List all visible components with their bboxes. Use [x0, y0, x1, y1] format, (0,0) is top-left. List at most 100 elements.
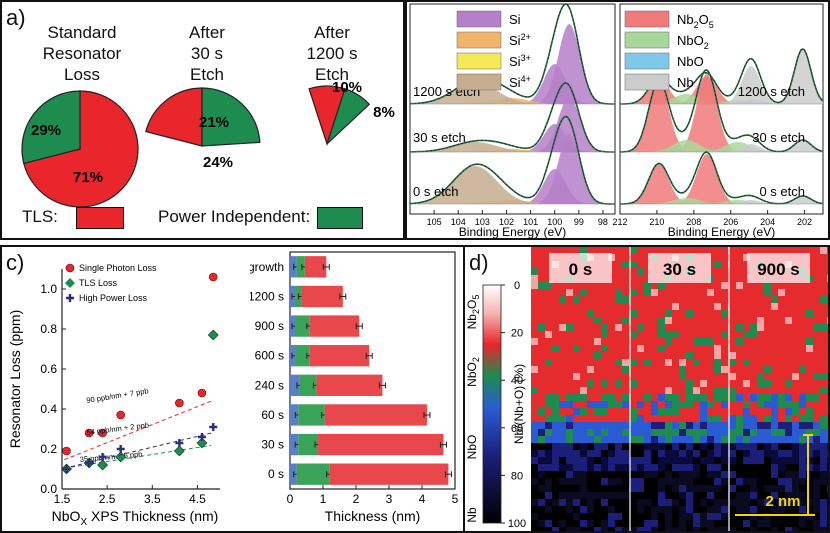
heatmap-cell	[771, 415, 779, 423]
heatmap-cell	[679, 471, 687, 479]
heatmap-cell	[608, 436, 616, 444]
pie-label-tls: 71%	[73, 169, 103, 186]
heatmap-cell	[601, 415, 609, 423]
heatmap-cell	[587, 289, 595, 297]
heatmap-cell	[820, 443, 828, 451]
colorbar	[482, 284, 502, 524]
heatmap-cell	[615, 296, 623, 304]
spectral-component	[620, 82, 823, 152]
heatmap-cell	[757, 457, 765, 465]
heatmap-cell	[594, 345, 602, 353]
y-tick-label: 1.0	[40, 282, 57, 296]
heatmap-cell	[594, 436, 602, 444]
heatmap-cell	[792, 359, 800, 367]
heatmap-cell	[813, 429, 821, 437]
heatmap-cell	[552, 296, 560, 304]
heatmap-cell	[630, 401, 638, 409]
heatmap-cell	[721, 506, 729, 514]
pie1-title-line1: Standard	[47, 23, 117, 42]
heatmap-cell	[714, 247, 722, 255]
heatmap-cell	[559, 373, 567, 381]
heatmap-cell	[707, 429, 715, 437]
heatmap-cell	[707, 366, 715, 374]
heatmap-cell	[806, 289, 814, 297]
heatmap-cell	[820, 303, 828, 311]
heatmap-cell	[686, 296, 694, 304]
heatmap-cell	[721, 359, 729, 367]
heatmap-cell	[644, 296, 652, 304]
heatmap-cell	[637, 471, 645, 479]
heatmap-cell	[531, 527, 539, 531]
heatmap-cell	[658, 492, 666, 500]
heatmap-cell	[531, 436, 539, 444]
heatmap-cell	[729, 408, 737, 416]
heatmap-cell	[750, 471, 758, 479]
heatmap-cell	[799, 506, 807, 514]
heatmap-cell	[750, 282, 758, 290]
heatmap-cell	[538, 338, 546, 346]
heatmap-cell	[693, 366, 701, 374]
heatmap-cell	[665, 415, 673, 423]
heatmap-cell	[799, 492, 807, 500]
heatmap-cell	[545, 247, 553, 255]
heatmap-cell	[573, 296, 581, 304]
heatmap-cell	[622, 513, 630, 521]
legend-swatch	[456, 10, 502, 28]
heatmap-cell	[721, 478, 729, 486]
heatmap-cell	[785, 429, 793, 437]
heatmap-cell	[672, 506, 680, 514]
heatmap-cell	[693, 513, 701, 521]
heatmap-cell	[806, 499, 814, 507]
heatmap-cell	[637, 373, 645, 381]
heatmap-cell	[573, 485, 581, 493]
heatmap-cell	[806, 471, 814, 479]
heatmap-cell	[538, 380, 546, 388]
heatmap-cell	[622, 415, 630, 423]
heatmap-cell	[792, 520, 800, 528]
heatmap-cell	[778, 436, 786, 444]
heatmap-cell	[637, 478, 645, 486]
heatmap-cell	[538, 282, 546, 290]
heatmap-cell	[545, 338, 553, 346]
heatmap-cell	[531, 499, 539, 507]
heatmap-cell	[750, 345, 758, 353]
heatmap-cell	[714, 366, 722, 374]
heatmap-cell	[743, 352, 751, 360]
heatmap-cell	[672, 387, 680, 395]
heatmap-cell	[637, 429, 645, 437]
heatmap-cell	[827, 247, 828, 255]
heatmap-cell	[721, 296, 729, 304]
heatmap-cell	[813, 289, 821, 297]
heatmap-cell	[827, 268, 828, 276]
heatmap-cell	[538, 303, 546, 311]
heatmap-cell	[743, 359, 751, 367]
heatmap-cell	[594, 296, 602, 304]
heatmap-cell	[820, 415, 828, 423]
heatmap-cell	[686, 247, 694, 255]
heatmap-cell	[531, 261, 539, 269]
heatmap-cell	[806, 380, 814, 388]
heatmap-cell	[707, 310, 715, 318]
heatmap-cell	[608, 324, 616, 332]
heatmap-cell	[714, 485, 722, 493]
heatmap-cell	[538, 478, 546, 486]
trace-label: 0 s etch	[759, 184, 805, 199]
heatmap-cell	[630, 387, 638, 395]
heatmap-cell	[757, 352, 765, 360]
heatmap-cell	[573, 506, 581, 514]
heatmap-cell	[637, 443, 645, 451]
heatmap-cell	[721, 282, 729, 290]
heatmap-cell	[644, 345, 652, 353]
heatmap-cell	[686, 527, 694, 531]
heatmap-cell	[644, 268, 652, 276]
heatmap-cell	[771, 317, 779, 325]
heatmap-cell	[608, 492, 616, 500]
heatmap-cell	[729, 429, 737, 437]
heatmap-cell	[827, 485, 828, 493]
heatmap-cell	[594, 247, 602, 255]
heatmap-cell	[559, 471, 567, 479]
heatmap-cell	[531, 345, 539, 353]
heatmap-cell	[736, 394, 744, 402]
heatmap-cell	[750, 527, 758, 531]
heatmap-cell	[608, 303, 616, 311]
